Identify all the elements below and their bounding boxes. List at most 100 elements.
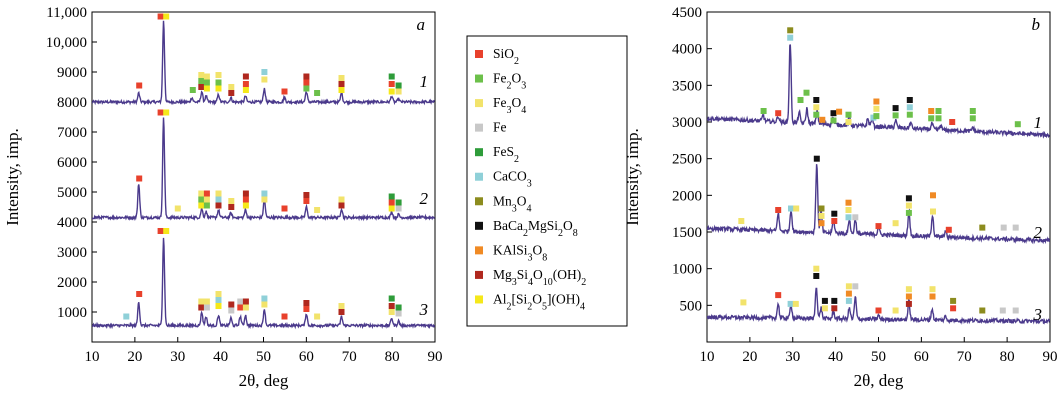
- y-tick-label: 8000: [57, 95, 87, 111]
- phase-marker: [905, 300, 912, 307]
- phase-marker: [892, 220, 899, 227]
- y-tick-label: 3000: [672, 115, 702, 131]
- phase-marker: [281, 205, 288, 212]
- phase-marker: [1012, 307, 1019, 314]
- phase-marker: [979, 224, 986, 231]
- phase-marker: [242, 190, 249, 197]
- phase-marker: [303, 198, 310, 204]
- phase-marker: [228, 84, 235, 90]
- phase-marker: [830, 110, 837, 117]
- phase-marker: [797, 97, 804, 103]
- phase-marker: [215, 190, 222, 197]
- phase-marker: [831, 305, 838, 312]
- phase-marker: [338, 309, 345, 315]
- phase-marker: [228, 90, 235, 96]
- phase-marker: [338, 303, 345, 309]
- x-tick-label: 40: [213, 349, 228, 365]
- phase-marker: [760, 108, 767, 114]
- phase-marker: [831, 218, 838, 224]
- phase-marker: [929, 286, 936, 293]
- x-tick-label: 60: [299, 349, 314, 365]
- phase-marker: [198, 304, 205, 311]
- x-tick-label: 50: [871, 349, 886, 365]
- phase-marker: [395, 310, 402, 317]
- phase-marker: [215, 72, 222, 78]
- y-tick-label: 5000: [57, 185, 87, 201]
- phase-marker: [818, 205, 825, 212]
- phase-marker: [314, 90, 321, 96]
- phase-marker: [395, 304, 402, 311]
- phase-marker: [261, 190, 268, 197]
- y-tick-label: 2000: [672, 188, 702, 204]
- phase-marker: [788, 205, 794, 212]
- y-tick-label: 11,000: [46, 5, 87, 21]
- phase-marker: [845, 119, 852, 125]
- phase-marker: [261, 295, 268, 302]
- phase-marker: [314, 313, 321, 320]
- phase-marker: [935, 115, 942, 122]
- phase-marker: [906, 97, 913, 103]
- x-tick-label: 90: [428, 349, 443, 365]
- phase-marker: [338, 87, 345, 93]
- phase-marker: [237, 298, 244, 305]
- x-axis-label: 2θ, deg: [239, 371, 289, 390]
- phase-marker: [314, 207, 321, 213]
- phase-marker: [157, 228, 164, 234]
- phase-marker: [930, 208, 936, 215]
- phase-marker: [261, 301, 268, 308]
- phase-marker: [821, 305, 828, 312]
- phase-marker: [242, 87, 249, 93]
- phase-marker: [261, 69, 268, 75]
- y-tick-label: 4000: [672, 42, 702, 58]
- y-tick-label: 4500: [672, 5, 702, 21]
- phase-marker: [831, 210, 838, 217]
- phase-marker: [203, 304, 210, 311]
- phase-marker: [969, 115, 976, 122]
- phase-marker: [198, 84, 205, 90]
- x-tick-label: 80: [1000, 349, 1015, 365]
- phase-marker: [395, 199, 402, 206]
- phase-marker: [845, 199, 852, 206]
- phase-marker: [813, 273, 820, 279]
- phase-marker: [969, 108, 976, 114]
- phase-marker: [775, 292, 782, 299]
- x-tick-label: 30: [785, 349, 800, 365]
- phase-marker: [215, 291, 222, 297]
- x-tick-label: 50: [256, 349, 271, 365]
- legend-swatch-square-marker: [475, 270, 483, 279]
- phase-marker: [852, 214, 859, 221]
- phase-marker: [818, 220, 825, 227]
- legend-swatch-square-marker: [475, 99, 483, 108]
- phase-marker: [203, 196, 210, 203]
- legend-entry: Al2[Si2O5](OH)4: [493, 291, 585, 312]
- phase-marker: [1012, 224, 1019, 231]
- x-tick-label: 60: [914, 349, 929, 365]
- phase-marker: [163, 228, 170, 234]
- phase-marker: [875, 307, 882, 314]
- phase-marker: [845, 111, 852, 118]
- phase-marker: [198, 72, 205, 78]
- phase-marker: [935, 108, 942, 114]
- phase-marker: [906, 104, 913, 111]
- y-tick-label: 4000: [57, 215, 87, 231]
- phase-marker: [845, 290, 852, 297]
- phase-marker: [892, 307, 899, 314]
- phase-marker: [198, 190, 205, 197]
- diffractogram-trace-3: [707, 287, 1050, 325]
- plot-frame: [91, 11, 436, 343]
- y-tick-label: 3000: [57, 245, 87, 261]
- legend-entry: FeS2: [493, 144, 519, 165]
- phase-marker: [215, 196, 222, 203]
- phase-marker: [787, 34, 794, 41]
- legend-entry: Fe3O4: [493, 95, 526, 116]
- y-tick-label: 3500: [672, 78, 702, 94]
- phase-marker: [979, 307, 986, 314]
- phase-marker: [813, 155, 820, 162]
- phase-marker: [388, 205, 395, 212]
- phase-marker: [845, 207, 852, 213]
- phase-marker: [793, 205, 800, 212]
- x-tick-label: 80: [385, 349, 400, 365]
- phase-marker: [338, 75, 345, 81]
- phase-marker: [198, 298, 205, 305]
- phase-marker: [136, 291, 143, 297]
